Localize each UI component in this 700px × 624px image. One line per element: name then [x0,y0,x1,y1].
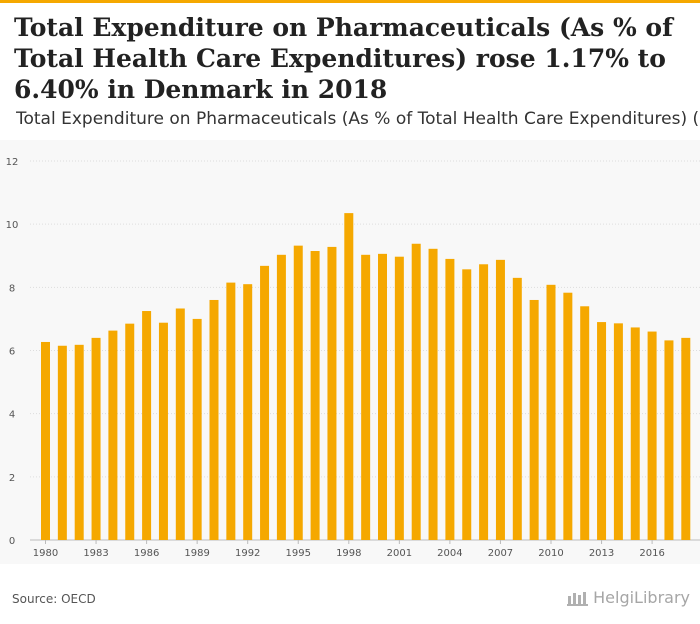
x-tick-label: 2004 [437,548,462,559]
bar-2006 [479,264,489,540]
top-accent-bar [0,0,700,3]
bar-2012 [580,306,590,540]
bar-2008 [512,277,522,540]
y-tick-label: 4 [9,410,15,421]
bar-1987 [158,322,168,540]
bar-2003 [428,248,438,540]
bar-1998 [344,213,354,541]
bar-1986 [142,311,152,540]
bar-1984 [108,330,118,540]
bar-1990 [209,299,219,540]
x-tick-label: 1989 [184,548,209,559]
bar-chart: 0 2 4 6 8 10 12 1980 1983 1986 1989 1992 1995 1998 200… [6,157,700,559]
x-tick-label: 1980 [33,548,58,559]
bar-2002 [411,243,421,540]
bar-2017 [664,340,674,540]
bar-1983 [91,337,101,540]
x-tick-label: 1983 [83,548,108,559]
bar-1999 [361,254,371,540]
y-tick-label: 2 [9,473,15,484]
x-tick-label: 1998 [336,548,361,559]
bar-1985 [125,323,135,540]
x-tick-label: 2001 [387,548,412,559]
bar-2018 [681,337,691,540]
bar-1991 [226,282,236,540]
x-tick-label: 2007 [488,548,513,559]
bar-2014 [613,323,623,540]
bar-1992 [243,284,253,540]
bar-1993 [260,265,270,540]
bar-1982 [74,344,84,540]
bar-1980 [41,341,50,540]
library-building-icon [567,591,589,606]
logo-text: HelgiLibrary [593,588,690,607]
source-note: Source: OECD [12,592,96,606]
x-tick-label: 1992 [235,548,260,559]
page-title: Total Expenditure on Pharmaceuticals (As… [14,13,673,104]
bar-1988 [175,308,185,540]
x-tick-label: 2013 [589,548,614,559]
y-tick-label: 12 [6,157,19,168]
bar-2009 [529,299,539,540]
bar-2010 [546,284,556,540]
x-tick-label: 1986 [134,548,159,559]
bar-1981 [57,345,67,540]
y-tick-label: 6 [9,347,15,358]
helgi-library-logo: HelgiLibrary [567,588,690,607]
x-tick-label: 1995 [286,548,311,559]
chart-subtitle: Total Expenditure on Pharmaceuticals (As… [16,109,700,129]
x-tick-label: 2016 [639,548,664,559]
y-tick-label: 0 [9,536,15,547]
bar-1989 [192,318,202,540]
bar-2011 [563,292,573,540]
bar-1995 [293,245,303,540]
bar-2005 [462,269,472,540]
bar-2007 [495,259,505,540]
y-tick-label: 10 [6,220,19,231]
bar-2013 [597,322,607,540]
bar-1997 [327,246,337,540]
bar-2001 [394,256,404,540]
bar-2015 [630,327,640,540]
bar-2004 [445,258,455,540]
bar-2016 [647,331,657,540]
bar-1996 [310,251,320,540]
x-tick-label: 2010 [538,548,563,559]
bar-1994 [276,254,286,540]
bar-2000 [378,253,387,540]
y-tick-label: 8 [9,283,15,294]
